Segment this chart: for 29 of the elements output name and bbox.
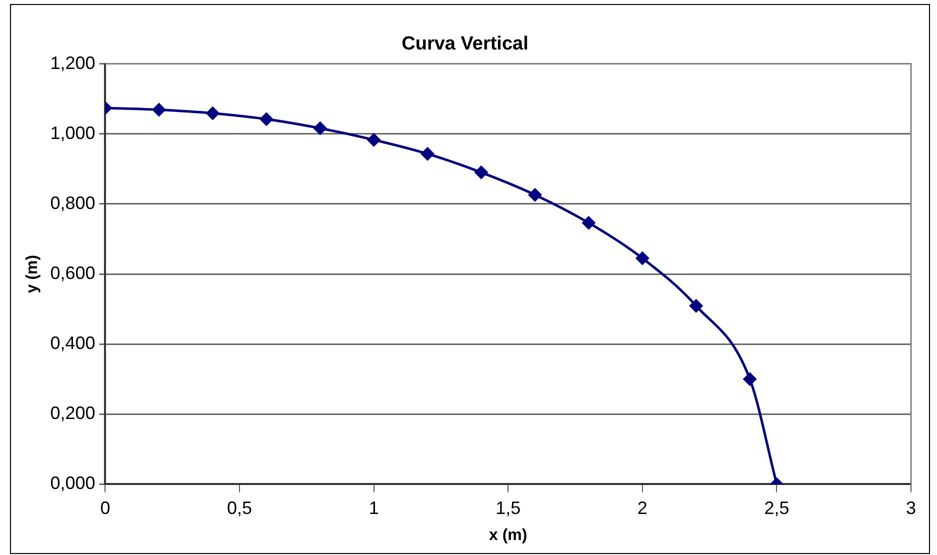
x-tick-label: 1,5 — [496, 498, 521, 518]
x-tick-label: 0,5 — [227, 498, 252, 518]
x-axis-title: x (m) — [489, 526, 528, 544]
chart-title: Curva Vertical — [402, 34, 528, 55]
x-tick-label: 3 — [906, 498, 916, 518]
point — [420, 146, 435, 161]
point — [582, 216, 596, 230]
y-tick-label: 0,600 — [50, 262, 96, 283]
point — [206, 106, 220, 120]
y-tick-label: 0,000 — [50, 473, 96, 494]
point — [635, 251, 650, 266]
x-tick-label: 1 — [368, 498, 379, 518]
y-tick-label: 1,200 — [50, 52, 96, 73]
x-tick-label: 2,5 — [764, 498, 790, 518]
y-tick-label: 0,400 — [50, 333, 96, 354]
point — [259, 112, 274, 126]
point — [528, 188, 542, 202]
x-tick-label: 2 — [637, 498, 648, 518]
point — [689, 298, 704, 313]
point — [474, 165, 488, 180]
y-axis-title: y (m) — [24, 254, 42, 294]
point — [742, 372, 757, 386]
y-tick-label: 1,000 — [50, 122, 96, 143]
point — [366, 132, 381, 147]
y-tick-label: 0,200 — [50, 403, 96, 424]
point — [313, 121, 328, 136]
y-tick-label: 0,800 — [50, 192, 96, 213]
point — [152, 102, 166, 117]
x-tick-label: 0 — [100, 498, 110, 518]
